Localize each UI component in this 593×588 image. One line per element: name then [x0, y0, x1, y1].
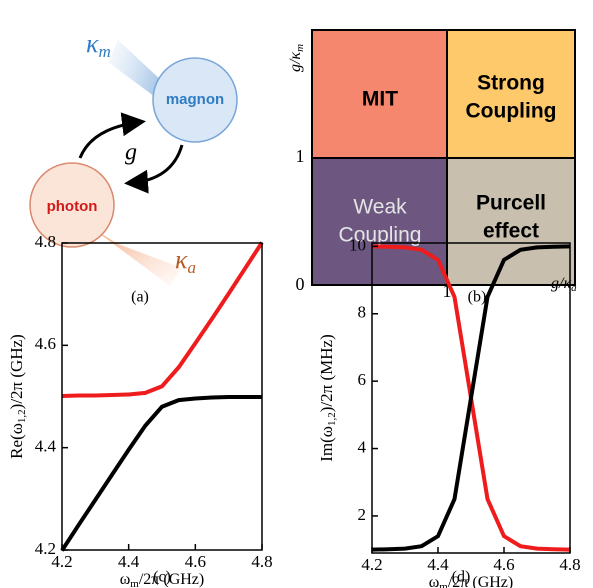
- subscript: m: [98, 42, 110, 61]
- y-tick-label: 4.6: [35, 334, 56, 353]
- symbol: κ: [175, 245, 188, 274]
- coupling-arrow: [124, 144, 184, 194]
- y-tick-label: 4: [358, 437, 367, 456]
- x-tick-label: 4.2: [361, 555, 382, 574]
- tick-label: 1: [443, 281, 452, 301]
- y-tick-label: 4.8: [35, 232, 56, 251]
- photon-label: photon: [47, 198, 98, 215]
- label-part: ω: [429, 574, 440, 588]
- quadrant-label: MIT: [362, 88, 398, 111]
- x-axis-label: g/κa: [551, 275, 577, 294]
- photon-circle: [29, 162, 115, 248]
- quadrant-label: Purcell: [476, 192, 546, 215]
- y-tick-label: 8: [358, 303, 367, 322]
- magnon-circle: [152, 57, 238, 143]
- quadrant-label: effect: [483, 220, 539, 243]
- quadrant-label: Coupling: [466, 100, 557, 123]
- coupling-arrow: [78, 112, 146, 159]
- label-subscript: 1,2: [16, 409, 28, 423]
- kappa-a: κa: [175, 245, 196, 277]
- x-axis-label: ωm/2π (GHz): [429, 574, 513, 588]
- magnon-label: magnon: [166, 91, 224, 108]
- label-subscript: m: [439, 581, 448, 588]
- subscript: a: [571, 282, 577, 294]
- label-part: /2π (GHz): [139, 571, 204, 588]
- symbol: g/κ: [551, 275, 571, 292]
- series-line: [371, 244, 571, 552]
- label-subscript: 1,2: [326, 412, 338, 426]
- quadrant-label: Coupling: [339, 224, 422, 247]
- caption: (a): [131, 289, 149, 306]
- y-axis-label: g/κm: [287, 44, 306, 72]
- y-tick-label: 4.4: [35, 437, 57, 456]
- label-part: )/2π (MHz): [317, 334, 336, 412]
- y-axis-label: Im(ω1,2)/2π (MHz): [317, 334, 338, 461]
- caption: (c): [153, 569, 171, 586]
- kappa-m: κm: [86, 29, 111, 61]
- subscript: m: [294, 44, 306, 52]
- x-tick-label: 4.6: [493, 555, 514, 574]
- symbol: g/κ: [287, 52, 304, 72]
- x-tick-label: 4.8: [559, 555, 580, 574]
- plot-frame: [371, 242, 571, 554]
- quadrant: [447, 30, 575, 158]
- y-tick-label: 10: [349, 235, 366, 254]
- y-tick-label: 4.2: [35, 539, 56, 558]
- label-part: Re(ω: [7, 423, 26, 459]
- g-label: g: [125, 140, 137, 166]
- series-line: [61, 241, 264, 398]
- y-axis-label: Re(ω1,2)/2π (GHz): [7, 334, 28, 459]
- label-part: /2π (GHz): [448, 574, 513, 588]
- y-tick-label: 2: [358, 505, 367, 524]
- quadrant: [312, 158, 447, 285]
- tick-label: 0: [296, 274, 305, 294]
- x-tick-label: 4.4: [118, 552, 140, 571]
- series-line: [60, 395, 262, 552]
- quadrant-label: Strong: [477, 72, 545, 95]
- label-subscript: m: [130, 578, 139, 588]
- symbol: κ: [86, 29, 99, 58]
- caption: (d): [452, 569, 471, 586]
- plot-frame: [61, 242, 263, 551]
- x-axis-label: ωm/2π (GHz): [120, 571, 204, 588]
- subscript: a: [187, 258, 196, 277]
- x-tick-label: 4.8: [251, 552, 272, 571]
- x-tick-label: 4.6: [185, 552, 206, 571]
- x-tick-label: 4.4: [427, 555, 449, 574]
- photon-loss-beam: [92, 228, 182, 286]
- tick-label: 1: [296, 146, 305, 166]
- caption: (b): [468, 289, 487, 306]
- label-part: Im(ω: [317, 426, 336, 462]
- quadrant-label: Weak: [353, 196, 407, 219]
- quadrant: [312, 30, 447, 158]
- label-part: ω: [120, 571, 131, 588]
- quadrant: [447, 158, 575, 285]
- y-tick-label: 6: [358, 370, 367, 389]
- x-tick-label: 4.2: [51, 552, 72, 571]
- label-part: )/2π (GHz): [7, 334, 26, 409]
